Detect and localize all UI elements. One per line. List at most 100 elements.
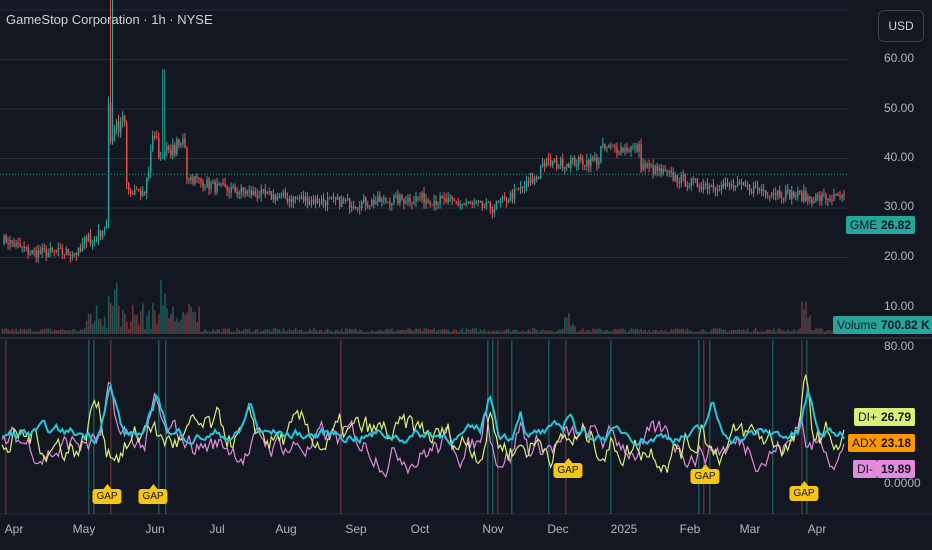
candle-body	[752, 186, 755, 194]
volume-bar	[176, 318, 178, 334]
candle-body	[590, 157, 592, 167]
volume-bar	[389, 329, 391, 334]
volume-bar	[628, 330, 630, 334]
candle-body	[676, 175, 679, 183]
volume-bar	[298, 329, 301, 334]
candle-body	[803, 190, 805, 202]
candle-body	[431, 204, 433, 206]
candle-body	[696, 178, 699, 187]
volume-bar	[716, 328, 719, 334]
volume-bar	[361, 330, 363, 334]
volume-bar	[132, 304, 134, 334]
volume-bar	[154, 310, 156, 334]
volume-bar	[465, 328, 468, 334]
candle-body	[413, 201, 415, 204]
candle-body	[750, 191, 753, 194]
chart-title: GameStop Corporation · 1h · NYSE	[6, 12, 213, 27]
candle-body	[208, 179, 210, 190]
dmi-shade	[158, 340, 160, 514]
candle-body	[740, 182, 743, 185]
candle-body	[123, 115, 126, 123]
volume-bar	[449, 331, 452, 334]
volume-bar	[578, 331, 580, 334]
volume-bar	[113, 289, 116, 334]
volume-bar	[742, 329, 745, 334]
volume-bar	[618, 329, 620, 334]
candle-body	[841, 194, 843, 199]
volume-bar	[300, 329, 303, 334]
volume-bar	[592, 328, 594, 334]
volume-bar	[324, 329, 327, 334]
volume-bar	[640, 328, 643, 334]
candle-body	[459, 204, 461, 206]
candle-body	[37, 250, 39, 258]
volume-bar	[702, 329, 705, 334]
volume-bar	[242, 329, 245, 334]
volume-bar	[539, 330, 542, 334]
volume-bar	[192, 311, 194, 334]
candle-body	[401, 195, 403, 200]
volume-bar	[477, 331, 480, 334]
candle-body	[447, 198, 449, 203]
volume-bar	[552, 331, 554, 334]
candle-body	[439, 196, 441, 204]
month-label: Apr	[807, 522, 827, 536]
volume-bar	[556, 331, 558, 334]
candle-body	[298, 198, 301, 200]
candle-body	[296, 198, 299, 200]
candle-body	[618, 152, 620, 154]
candle-body	[294, 196, 297, 199]
volume-bar	[3, 328, 6, 334]
candle-body	[29, 253, 31, 255]
volume-bar	[728, 330, 731, 334]
candle-body	[260, 189, 263, 197]
volume-bar	[37, 331, 40, 334]
volume-bar	[756, 331, 759, 334]
volume-bar	[831, 331, 833, 334]
candle-body	[785, 189, 787, 199]
candle-body	[517, 188, 520, 190]
candle-body	[268, 191, 271, 193]
volume-bar	[568, 313, 570, 334]
candle-body	[320, 198, 323, 204]
volume-bar	[491, 330, 494, 334]
volume-bar	[748, 331, 751, 334]
volume-bar	[797, 329, 799, 334]
volume-bar	[357, 330, 359, 334]
candle-body	[415, 196, 417, 202]
candle-body	[23, 246, 25, 249]
volume-bar	[511, 330, 514, 334]
volume-bar	[419, 328, 421, 334]
volume-bar	[71, 329, 74, 334]
volume-bar	[347, 329, 349, 334]
candle-body	[156, 136, 158, 138]
candle-body	[125, 122, 128, 184]
volume-bar	[461, 328, 464, 334]
volume-bar	[439, 330, 442, 334]
candle-body	[754, 186, 757, 188]
volume-bar	[47, 328, 50, 334]
candle-body	[322, 198, 325, 202]
candle-body	[574, 158, 576, 166]
currency-button[interactable]: USD	[878, 10, 924, 42]
candle-body	[672, 172, 674, 181]
volume-bar	[7, 329, 10, 334]
volume-bar	[632, 329, 634, 334]
di-plus-tag-value: 26.79	[877, 408, 916, 426]
dmi-shade	[772, 340, 774, 514]
candle-body	[686, 186, 689, 188]
candle-body	[359, 207, 361, 209]
volume-bar	[433, 328, 436, 334]
volume-bar	[746, 328, 749, 334]
volume-bar	[576, 331, 578, 334]
volume-bar	[334, 329, 337, 334]
candle-body	[724, 182, 727, 187]
candle-body	[543, 162, 546, 167]
volume-bar	[730, 330, 733, 334]
volume-bar	[656, 330, 659, 334]
candle-body	[694, 178, 697, 180]
month-label: Aug	[275, 522, 297, 536]
candle-body	[77, 247, 80, 255]
volume-bar	[688, 330, 691, 334]
